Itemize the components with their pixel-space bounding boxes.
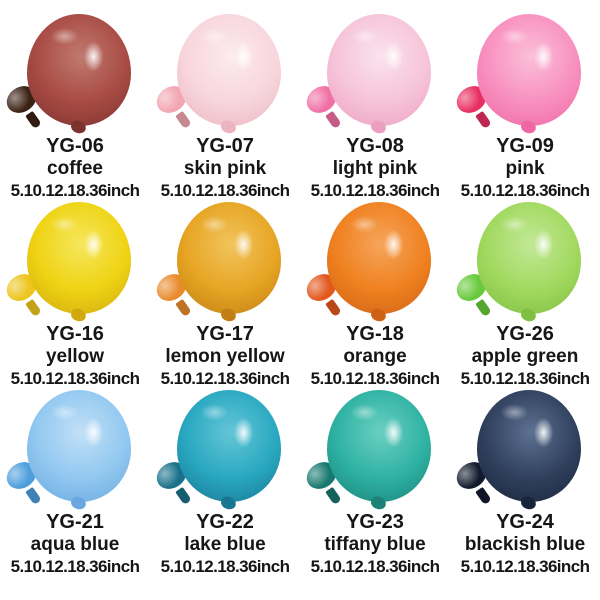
deflated-balloon-stem (175, 486, 192, 506)
color-name: skin pink (183, 158, 267, 179)
color-name: apple green (471, 346, 579, 367)
balloon-image (477, 390, 581, 502)
deflated-balloon-stem (475, 486, 492, 506)
color-name: aqua blue (30, 534, 120, 555)
color-name: coffee (47, 158, 103, 179)
balloon-image (477, 202, 581, 314)
product-card: YG-26 apple green 5.10.12.18.36inch (450, 202, 600, 390)
product-code: YG-26 (496, 323, 554, 345)
product-card: YG-24 blackish blue 5.10.12.18.36inch (450, 390, 600, 578)
product-code: YG-06 (46, 135, 104, 157)
product-code: YG-17 (196, 323, 254, 345)
size-list: 5.10.12.18.36inch (10, 181, 140, 200)
product-code: YG-08 (346, 135, 404, 157)
balloon-figure (450, 202, 600, 319)
color-name: pink (505, 158, 545, 179)
balloon-image (477, 14, 581, 126)
balloon-image (27, 390, 131, 502)
balloon-image (177, 390, 281, 502)
product-card: YG-18 orange 5.10.12.18.36inch (300, 202, 450, 390)
size-list: 5.10.12.18.36inch (10, 557, 140, 576)
size-list: 5.10.12.18.36inch (160, 369, 290, 388)
product-card: YG-23 tiffany blue 5.10.12.18.36inch (300, 390, 450, 578)
balloon-image (177, 14, 281, 126)
size-list: 5.10.12.18.36inch (460, 181, 590, 200)
product-card: YG-22 lake blue 5.10.12.18.36inch (150, 390, 300, 578)
product-card: YG-21 aqua blue 5.10.12.18.36inch (0, 390, 150, 578)
deflated-balloon-stem (475, 298, 492, 318)
size-list: 5.10.12.18.36inch (10, 369, 140, 388)
color-name: blackish blue (464, 534, 586, 555)
product-card: YG-06 coffee 5.10.12.18.36inch (0, 14, 150, 202)
size-list: 5.10.12.18.36inch (460, 557, 590, 576)
balloon-figure (300, 390, 450, 507)
color-name: lake blue (184, 534, 266, 555)
balloon-figure (150, 14, 300, 131)
product-card: YG-09 pink 5.10.12.18.36inch (450, 14, 600, 202)
balloon-image (27, 202, 131, 314)
balloon-figure (0, 14, 150, 131)
balloon-figure (450, 390, 600, 507)
deflated-balloon-stem (475, 110, 492, 130)
balloon-image (327, 202, 431, 314)
balloon-catalog-grid: YG-06 coffee 5.10.12.18.36inch YG-07 ski… (0, 0, 600, 578)
deflated-balloon-stem (325, 298, 342, 318)
color-name: tiffany blue (324, 534, 426, 555)
product-code: YG-23 (346, 511, 404, 533)
deflated-balloon-stem (325, 486, 342, 506)
deflated-balloon-stem (175, 298, 192, 318)
deflated-balloon-stem (175, 110, 192, 130)
balloon-figure (150, 390, 300, 507)
size-list: 5.10.12.18.36inch (460, 369, 590, 388)
balloon-figure (0, 390, 150, 507)
deflated-balloon-stem (25, 110, 42, 130)
size-list: 5.10.12.18.36inch (310, 557, 440, 576)
balloon-image (177, 202, 281, 314)
product-code: YG-09 (496, 135, 554, 157)
balloon-figure (300, 14, 450, 131)
product-code: YG-22 (196, 511, 254, 533)
balloon-figure (0, 202, 150, 319)
size-list: 5.10.12.18.36inch (310, 369, 440, 388)
product-code: YG-07 (196, 135, 254, 157)
product-code: YG-24 (496, 511, 554, 533)
product-card: YG-07 skin pink 5.10.12.18.36inch (150, 14, 300, 202)
balloon-figure (300, 202, 450, 319)
deflated-balloon-stem (25, 486, 42, 506)
balloon-figure (450, 14, 600, 131)
product-code: YG-21 (46, 511, 104, 533)
color-name: lemon yellow (165, 346, 285, 367)
product-card: YG-16 yellow 5.10.12.18.36inch (0, 202, 150, 390)
product-card: YG-17 lemon yellow 5.10.12.18.36inch (150, 202, 300, 390)
balloon-figure (150, 202, 300, 319)
size-list: 5.10.12.18.36inch (160, 181, 290, 200)
color-name: light pink (332, 158, 418, 179)
product-code: YG-18 (346, 323, 404, 345)
size-list: 5.10.12.18.36inch (160, 557, 290, 576)
size-list: 5.10.12.18.36inch (310, 181, 440, 200)
color-name: orange (343, 346, 407, 367)
color-name: yellow (45, 346, 105, 367)
deflated-balloon-stem (325, 110, 342, 130)
balloon-image (27, 14, 131, 126)
balloon-image (327, 14, 431, 126)
product-card: YG-08 light pink 5.10.12.18.36inch (300, 14, 450, 202)
balloon-image (327, 390, 431, 502)
deflated-balloon-stem (25, 298, 42, 318)
product-code: YG-16 (46, 323, 104, 345)
